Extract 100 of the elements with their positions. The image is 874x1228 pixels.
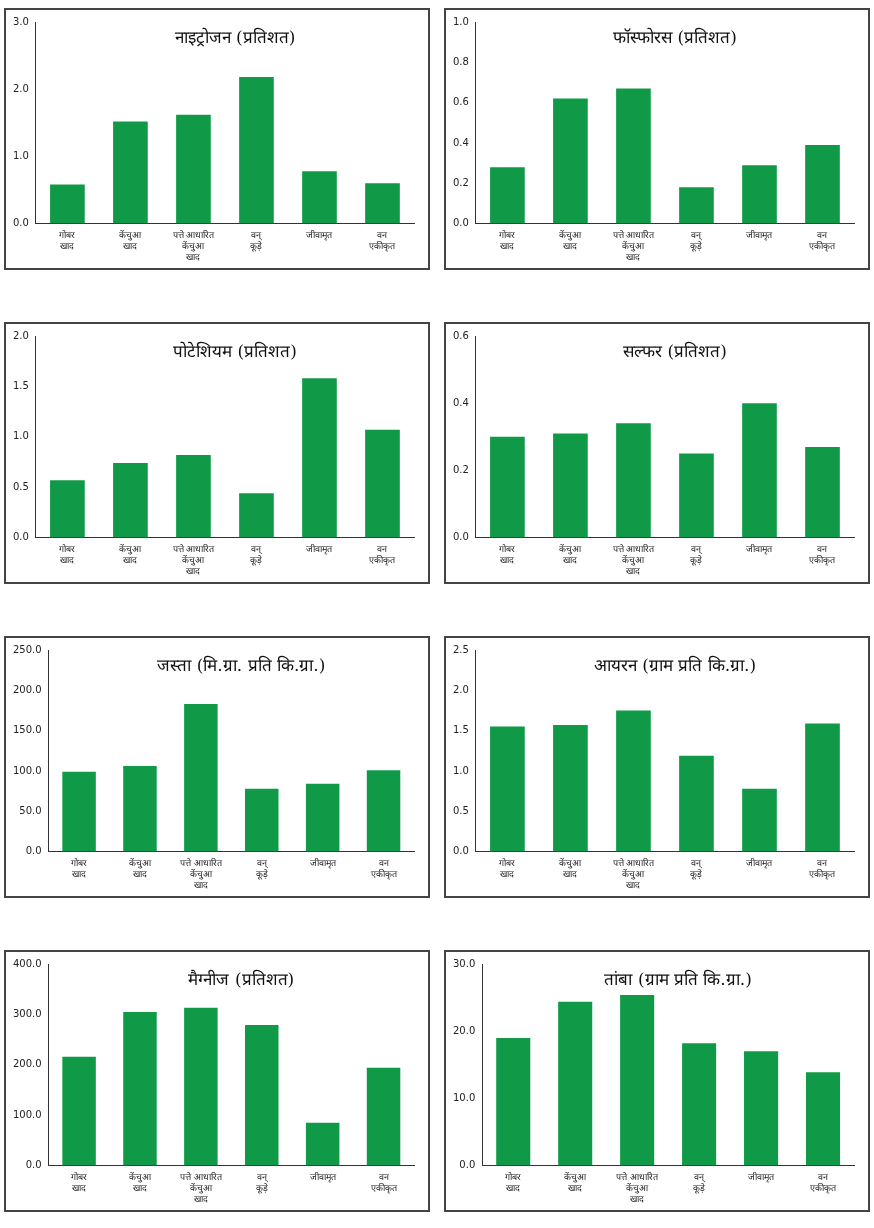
- x-tick-label: वन एकीकृत: [370, 1172, 398, 1195]
- x-tick-label: पत्ते आधारित केंचुआ खाद: [172, 543, 216, 576]
- bar: [490, 167, 525, 224]
- bar: [113, 121, 148, 224]
- bar: [366, 770, 401, 852]
- y-tick-label: 1.0: [13, 149, 29, 161]
- x-tick-label: गोबर खाद: [71, 1171, 88, 1194]
- bar: [679, 755, 714, 852]
- y-tick-label: 0.8: [453, 55, 469, 67]
- x-tick-label: वन एकीकृत: [809, 858, 837, 881]
- y-tick-label: 100.0: [12, 764, 42, 776]
- bar: [305, 783, 340, 852]
- x-tick-label: गोबर खाद: [499, 857, 516, 880]
- bar: [366, 1067, 401, 1166]
- y-tick-label: 250.0: [12, 643, 42, 655]
- chart-title: तांबा (ग्राम प्रति कि.ग्रा.): [604, 968, 752, 989]
- y-tick-label: 0.2: [453, 463, 469, 475]
- bar: [805, 144, 840, 224]
- x-tick-label: जीवामृत: [306, 229, 334, 242]
- y-tick-label: 3.0: [13, 15, 29, 27]
- chart-title: मैग्नीज (प्रतिशत): [188, 968, 295, 989]
- y-tick-label: 0.0: [25, 845, 42, 857]
- y-tick-label: 400.0: [12, 957, 42, 969]
- x-tick-label: वन् कूड़े: [255, 1172, 269, 1195]
- x-tick-label: वन एकीकृत: [810, 1172, 838, 1195]
- bar: [620, 994, 655, 1166]
- y-tick-label: 300.0: [12, 1007, 42, 1019]
- bar: [490, 726, 525, 852]
- x-tick-label: जीवामृत: [306, 543, 334, 556]
- x-tick-label: पत्ते आधारित केंचुआ खाद: [616, 1171, 660, 1204]
- x-tick-label: जीवामृत: [746, 857, 774, 870]
- x-tick-label: वन् कूड़े: [250, 230, 264, 253]
- x-tick-label: वन् कूड़े: [690, 230, 704, 253]
- y-tick-label: 1.5: [453, 724, 469, 736]
- chart-title: पोटेशियम (प्रतिशत): [173, 340, 297, 361]
- x-tick-label: केंचुआ खाद: [564, 1171, 588, 1194]
- bar: [616, 423, 651, 538]
- bar: [682, 1043, 717, 1166]
- x-tick-label: केंचुआ खाद: [559, 229, 583, 252]
- x-tick-label: वन् कूड़े: [250, 544, 264, 567]
- bar: [239, 77, 274, 224]
- bar: [490, 436, 525, 538]
- y-tick-label: 0.2: [453, 176, 469, 188]
- x-tick-label: वन एकीकृत: [369, 544, 397, 567]
- x-tick-label: पत्ते आधारित केंचुआ खाद: [179, 1171, 223, 1204]
- chart-title: आयरन (ग्राम प्रति कि.ग्रा.): [593, 654, 757, 675]
- y-tick-label: 0.6: [453, 96, 469, 108]
- x-tick-label: जीवामृत: [309, 1171, 337, 1184]
- chart-title: नाइट्रोजन (प्रतिशत): [174, 26, 296, 47]
- x-tick-label: केंचुआ खाद: [128, 1171, 152, 1194]
- y-tick-label: 2.0: [13, 82, 29, 94]
- bar: [184, 704, 218, 852]
- bar: [553, 433, 588, 538]
- y-tick-label: 2.0: [13, 329, 29, 341]
- x-tick-label: गोबर खाद: [499, 543, 516, 566]
- bar: [805, 1072, 841, 1166]
- x-tick-label: गोबर खाद: [499, 229, 516, 252]
- bar: [50, 480, 85, 538]
- y-tick-label: 0.6: [453, 329, 469, 341]
- x-tick-label: पत्ते आधारित केंचुआ खाद: [612, 229, 656, 262]
- chart-title: फॉस्फोरस (प्रतिशत): [613, 26, 737, 47]
- x-tick-label: केंचुआ खाद: [559, 857, 583, 880]
- y-tick-label: 1.0: [13, 430, 29, 442]
- y-tick-label: 2.0: [453, 683, 469, 695]
- y-tick-label: 200.0: [12, 1058, 42, 1070]
- y-tick-label: 0.0: [453, 531, 469, 543]
- y-tick-label: 0.5: [13, 480, 29, 492]
- bar: [176, 454, 211, 538]
- bar: [805, 723, 840, 852]
- y-tick-label: 0.4: [453, 396, 469, 408]
- y-tick-label: 0.5: [453, 804, 469, 816]
- bar: [365, 429, 400, 538]
- bar: [742, 165, 777, 224]
- y-tick-label: 150.0: [12, 724, 42, 736]
- x-tick-label: गोबर खाद: [59, 229, 76, 252]
- bar: [558, 1001, 593, 1166]
- bar: [679, 187, 714, 224]
- bar: [496, 1037, 531, 1166]
- x-tick-label: गोबर खाद: [59, 543, 76, 566]
- bar: [744, 1051, 779, 1166]
- bar: [679, 453, 714, 538]
- x-tick-label: जीवामृत: [748, 1171, 776, 1184]
- bar: [553, 98, 588, 224]
- y-tick-label: 0.0: [459, 1159, 476, 1171]
- x-tick-label: जीवामृत: [309, 857, 337, 870]
- bar: [742, 788, 777, 852]
- y-tick-label: 0.0: [453, 217, 469, 229]
- x-tick-label: पत्ते आधारित केंचुआ खाद: [612, 857, 656, 890]
- x-tick-label: गोबर खाद: [71, 857, 88, 880]
- bar: [176, 114, 211, 224]
- chart-title: जस्ता (मि.ग्रा. प्रति कि.ग्रा.): [157, 654, 326, 675]
- bar: [184, 1007, 218, 1166]
- y-tick-label: 2.5: [453, 643, 469, 655]
- bar: [616, 88, 651, 224]
- x-tick-label: वन् कूड़े: [690, 858, 704, 881]
- bar: [742, 403, 777, 538]
- x-tick-label: वन एकीकृत: [369, 230, 397, 253]
- x-tick-label: पत्ते आधारित केंचुआ खाद: [172, 229, 216, 262]
- bar: [62, 1056, 96, 1166]
- bar: [123, 1011, 157, 1166]
